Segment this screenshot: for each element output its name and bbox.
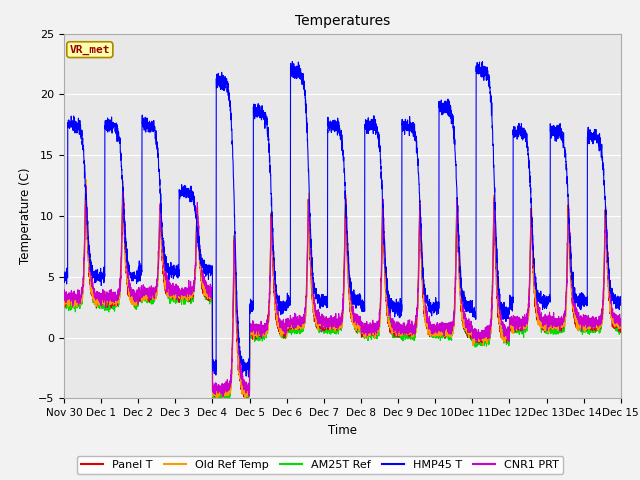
AM25T Ref	[60, 297, 68, 303]
HMP45 T	[322, 297, 330, 303]
Title: Temperatures: Temperatures	[295, 14, 390, 28]
Line: CNR1 PRT: CNR1 PRT	[64, 186, 621, 396]
Old Ref Temp	[436, 328, 444, 334]
Panel T	[161, 279, 168, 285]
AM25T Ref	[322, 330, 330, 336]
Line: HMP45 T: HMP45 T	[64, 61, 621, 377]
Old Ref Temp	[60, 299, 68, 305]
AM25T Ref	[161, 272, 168, 277]
Old Ref Temp	[617, 325, 625, 331]
HMP45 T	[617, 302, 625, 308]
Old Ref Temp	[241, 396, 249, 401]
HMP45 T	[289, 59, 296, 64]
HMP45 T	[60, 269, 68, 275]
AM25T Ref	[82, 181, 90, 187]
Old Ref Temp	[468, 333, 476, 338]
CNR1 PRT	[468, 324, 476, 329]
Line: Panel T: Panel T	[64, 187, 621, 397]
CNR1 PRT	[220, 394, 227, 399]
AM25T Ref	[468, 333, 476, 338]
CNR1 PRT	[617, 320, 625, 326]
Old Ref Temp	[82, 177, 90, 182]
Line: AM25T Ref: AM25T Ref	[64, 184, 621, 403]
Panel T	[322, 323, 330, 329]
AM25T Ref	[223, 400, 231, 406]
Old Ref Temp	[499, 337, 507, 343]
HMP45 T	[244, 374, 252, 380]
X-axis label: Time: Time	[328, 424, 357, 437]
Panel T	[82, 184, 90, 190]
Panel T	[499, 336, 507, 341]
AM25T Ref	[617, 326, 625, 332]
Old Ref Temp	[322, 322, 330, 328]
Panel T	[60, 294, 68, 300]
CNR1 PRT	[161, 265, 168, 271]
Panel T	[616, 317, 624, 323]
CNR1 PRT	[322, 322, 330, 328]
HMP45 T	[436, 102, 444, 108]
Old Ref Temp	[161, 272, 168, 278]
Line: Old Ref Temp: Old Ref Temp	[64, 180, 621, 398]
HMP45 T	[616, 297, 624, 303]
Panel T	[243, 394, 250, 400]
CNR1 PRT	[499, 325, 507, 331]
Panel T	[436, 331, 444, 337]
CNR1 PRT	[60, 293, 68, 299]
CNR1 PRT	[82, 183, 90, 189]
Y-axis label: Temperature (C): Temperature (C)	[19, 168, 33, 264]
CNR1 PRT	[616, 321, 624, 326]
Old Ref Temp	[616, 320, 624, 326]
HMP45 T	[499, 314, 507, 320]
AM25T Ref	[616, 324, 624, 330]
HMP45 T	[160, 244, 168, 250]
AM25T Ref	[499, 329, 507, 335]
Panel T	[468, 324, 476, 330]
HMP45 T	[468, 302, 476, 308]
Panel T	[617, 324, 625, 330]
AM25T Ref	[436, 333, 444, 338]
CNR1 PRT	[436, 320, 444, 326]
Legend: Panel T, Old Ref Temp, AM25T Ref, HMP45 T, CNR1 PRT: Panel T, Old Ref Temp, AM25T Ref, HMP45 …	[77, 456, 563, 474]
Text: VR_met: VR_met	[70, 45, 110, 55]
